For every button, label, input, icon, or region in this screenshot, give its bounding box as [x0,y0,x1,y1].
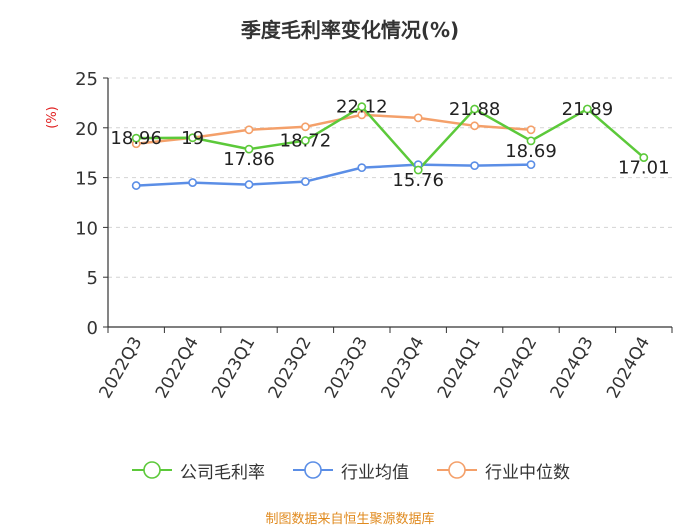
data-point [526,125,536,135]
x-tick-label: 2022Q4 [152,334,203,402]
legend-label: 行业均值 [341,462,409,483]
y-tick-label: 10 [75,218,98,239]
data-point [357,102,367,112]
data-point [244,144,254,154]
data-point [188,178,197,187]
data-label: 18.69 [505,141,557,162]
x-tick-label: 2024Q1 [434,333,485,401]
data-point [244,180,254,189]
legend-marker-icon [132,461,172,479]
x-tick-label: 2023Q4 [377,334,428,402]
legend-marker-icon [437,461,477,479]
data-label: 18.72 [280,131,332,152]
data-label: 17.01 [618,158,670,179]
legend: 公司毛利率 行业均值 行业中位数 [0,458,700,483]
y-tick-label: 0 [87,318,98,339]
y-tick-label: 15 [75,169,98,190]
series-line [136,105,645,172]
legend-label: 行业中位数 [485,462,570,483]
x-tick-label: 2023Q3 [321,334,372,402]
data-point [470,104,479,114]
y-tick-label: 20 [75,119,98,140]
x-tick-label: 2024Q3 [547,334,598,402]
legend-label: 公司毛利率 [180,462,265,483]
legend-item[interactable]: 行业均值 [291,458,409,483]
data-point [470,121,479,131]
legend-marker-icon [293,461,333,479]
data-label: 21.89 [562,99,614,120]
data-point [583,104,592,114]
data-point [639,153,649,162]
chart-title: 季度毛利率变化情况(%) [240,18,460,42]
series-line [136,113,532,145]
series-points [131,102,649,190]
data-point [244,125,254,135]
x-tick-label: 2024Q4 [603,334,654,402]
data-point [413,113,423,123]
y-tick-label: 25 [75,69,98,90]
data-point [131,181,141,190]
data-point [526,136,536,146]
grid-lines [108,77,672,278]
x-tick-label: 2022Q3 [95,334,146,402]
source-note: 制图数据来自恒生聚源数据库 [265,512,435,525]
x-tick-label: 2023Q2 [265,334,316,402]
data-label: 21.88 [449,99,501,120]
data-point [413,165,423,175]
data-point [131,133,141,143]
data-point [526,160,536,170]
data-label: 17.86 [223,149,275,170]
legend-item[interactable]: 公司毛利率 [130,458,265,483]
data-label: 18.96 [110,128,162,149]
legend-item[interactable]: 行业中位数 [435,458,570,483]
y-tick-label: 5 [87,268,98,289]
data-label: 22.12 [336,97,388,118]
data-point [300,136,310,145]
data-point [300,177,310,186]
data-label: 15.76 [392,170,444,191]
data-point [357,110,367,120]
data-point [300,122,310,132]
x-tick-label: 2024Q2 [490,334,541,402]
data-label: 19 [181,128,204,149]
data-point [357,163,367,173]
series-lines [136,105,645,187]
series-line [136,163,532,187]
x-tick-label: 2023Q1 [208,334,259,402]
data-point [470,161,479,171]
data-point [188,133,197,143]
